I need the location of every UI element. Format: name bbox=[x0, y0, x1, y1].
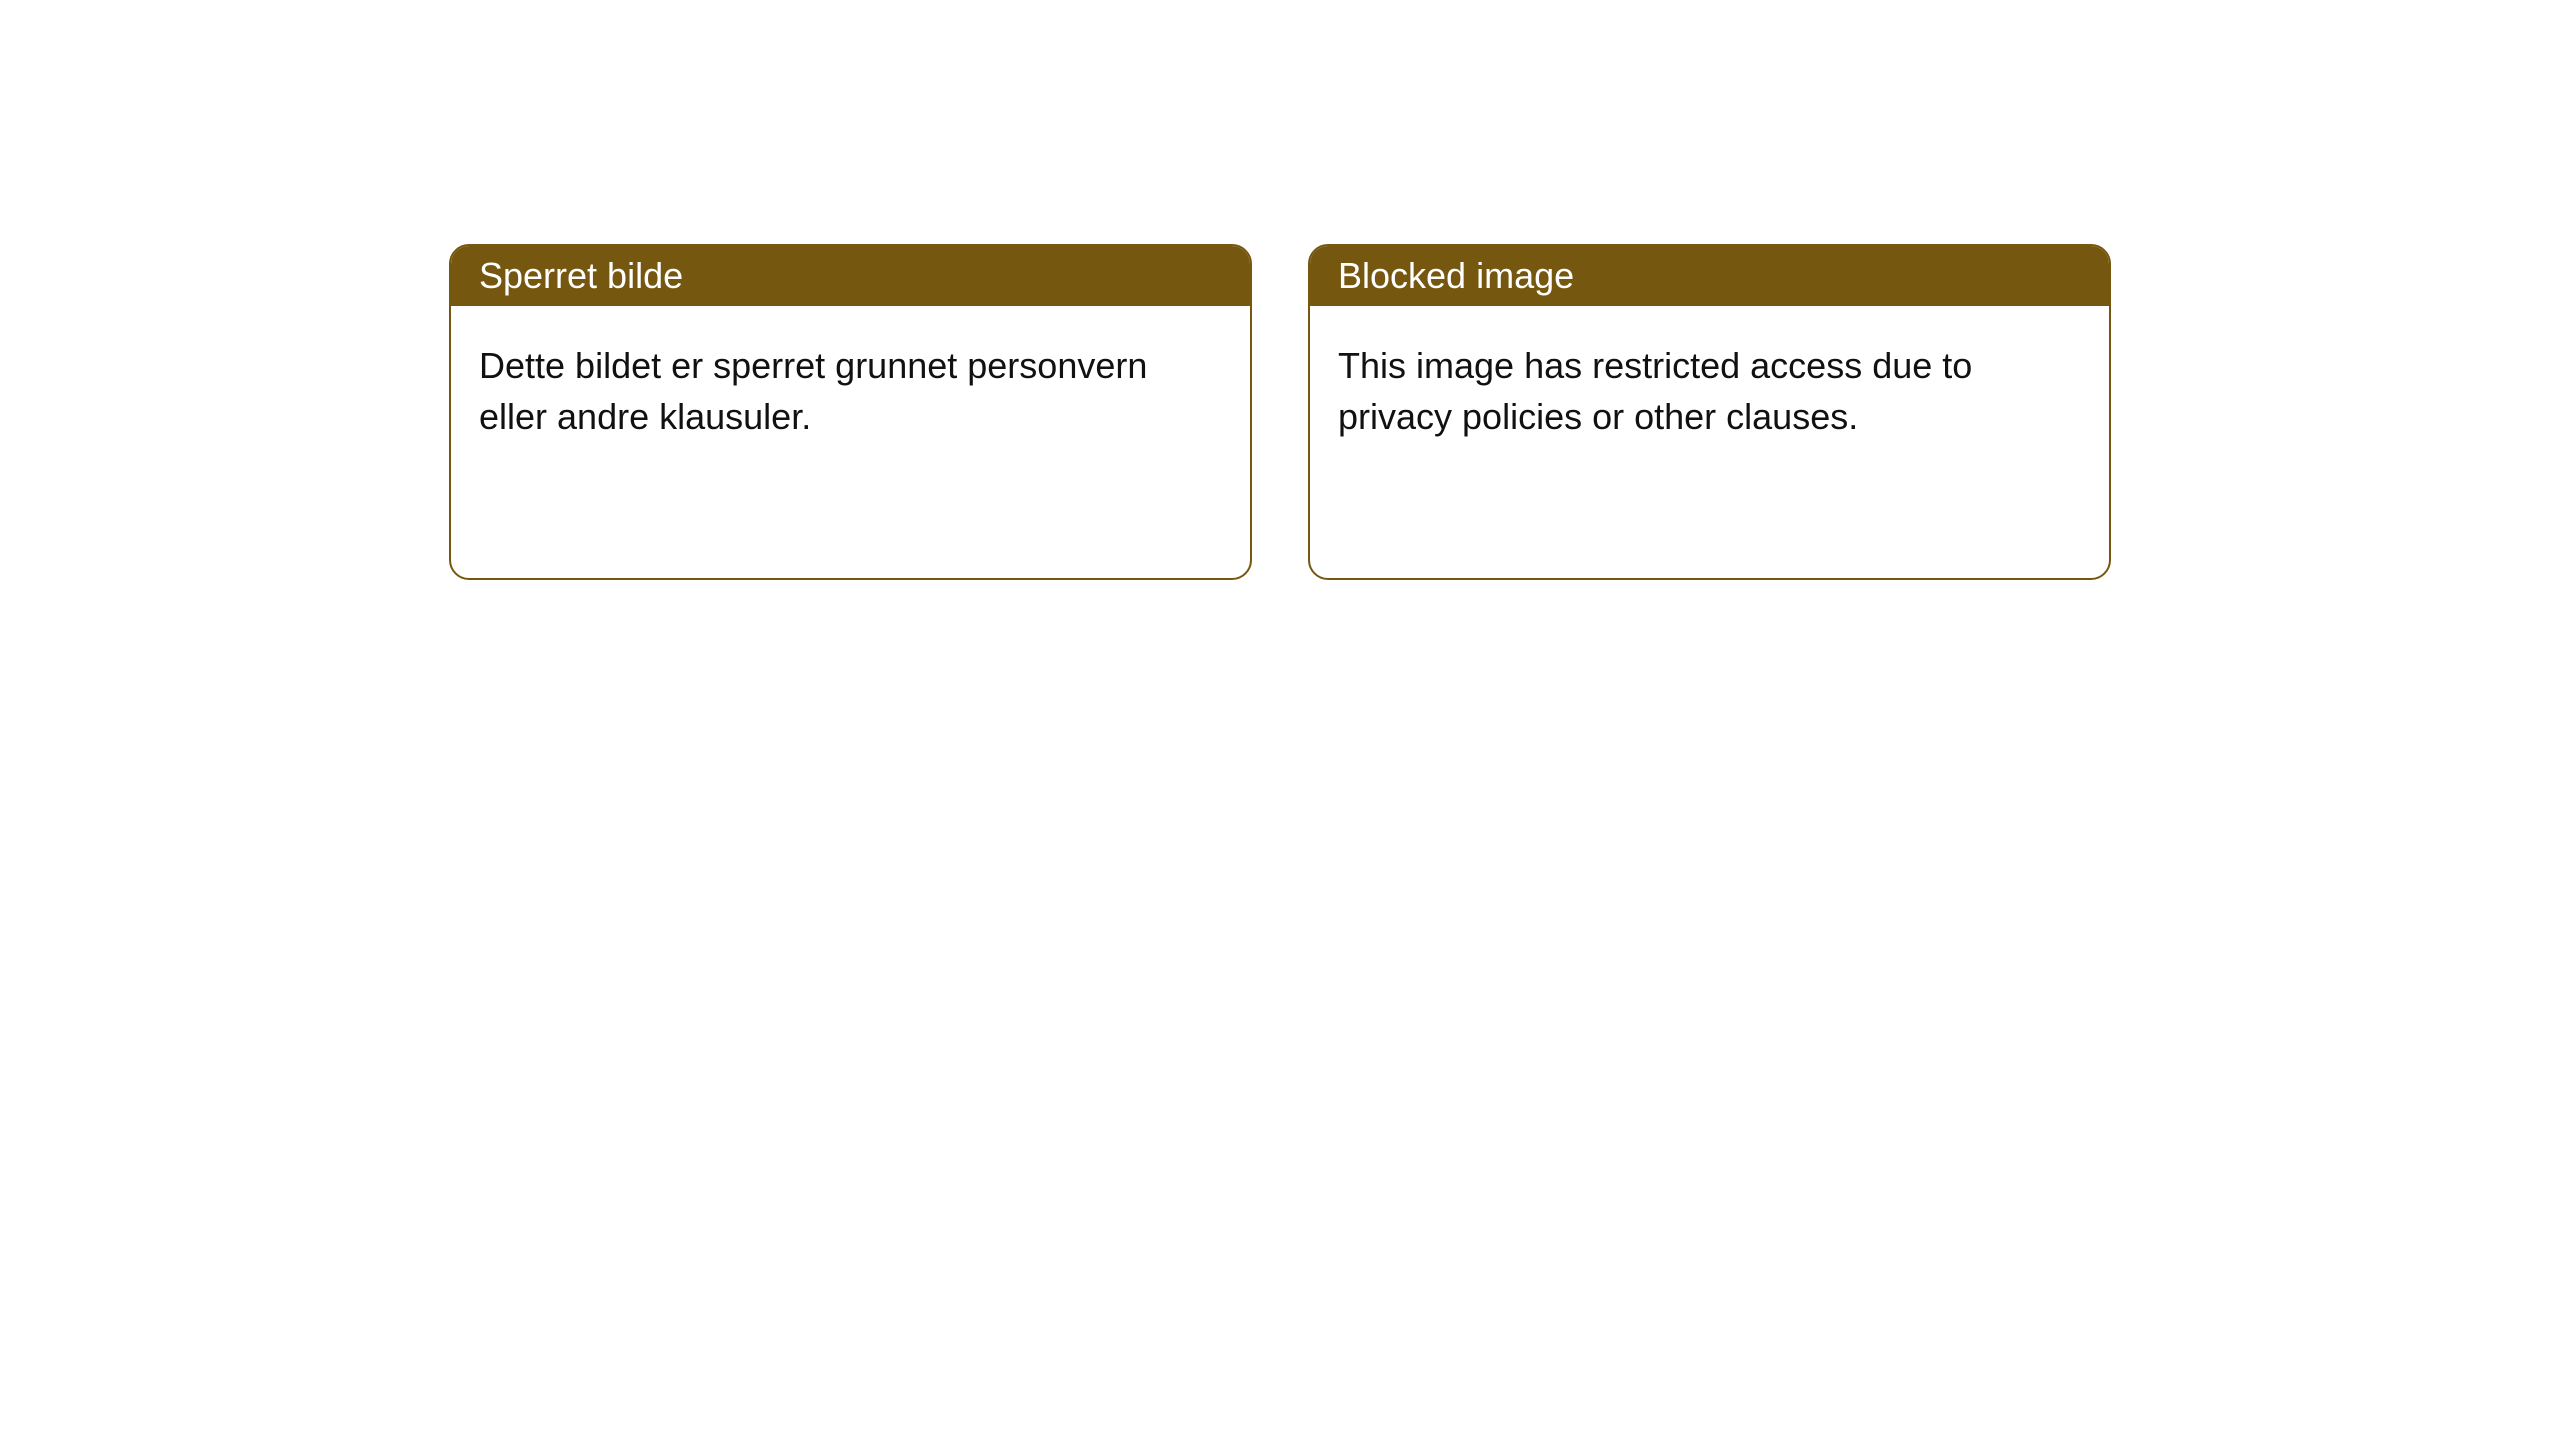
notice-body-text: This image has restricted access due to … bbox=[1338, 345, 1972, 437]
notice-title: Blocked image bbox=[1338, 255, 1574, 297]
notice-title: Sperret bilde bbox=[479, 255, 683, 297]
notice-box-norwegian: Sperret bilde Dette bildet er sperret gr… bbox=[449, 244, 1252, 580]
notice-body: This image has restricted access due to … bbox=[1310, 306, 2109, 476]
notice-container: Sperret bilde Dette bildet er sperret gr… bbox=[449, 244, 2111, 580]
notice-body: Dette bildet er sperret grunnet personve… bbox=[451, 306, 1250, 476]
notice-header: Blocked image bbox=[1310, 246, 2109, 306]
notice-box-english: Blocked image This image has restricted … bbox=[1308, 244, 2111, 580]
notice-body-text: Dette bildet er sperret grunnet personve… bbox=[479, 345, 1147, 437]
notice-header: Sperret bilde bbox=[451, 246, 1250, 306]
